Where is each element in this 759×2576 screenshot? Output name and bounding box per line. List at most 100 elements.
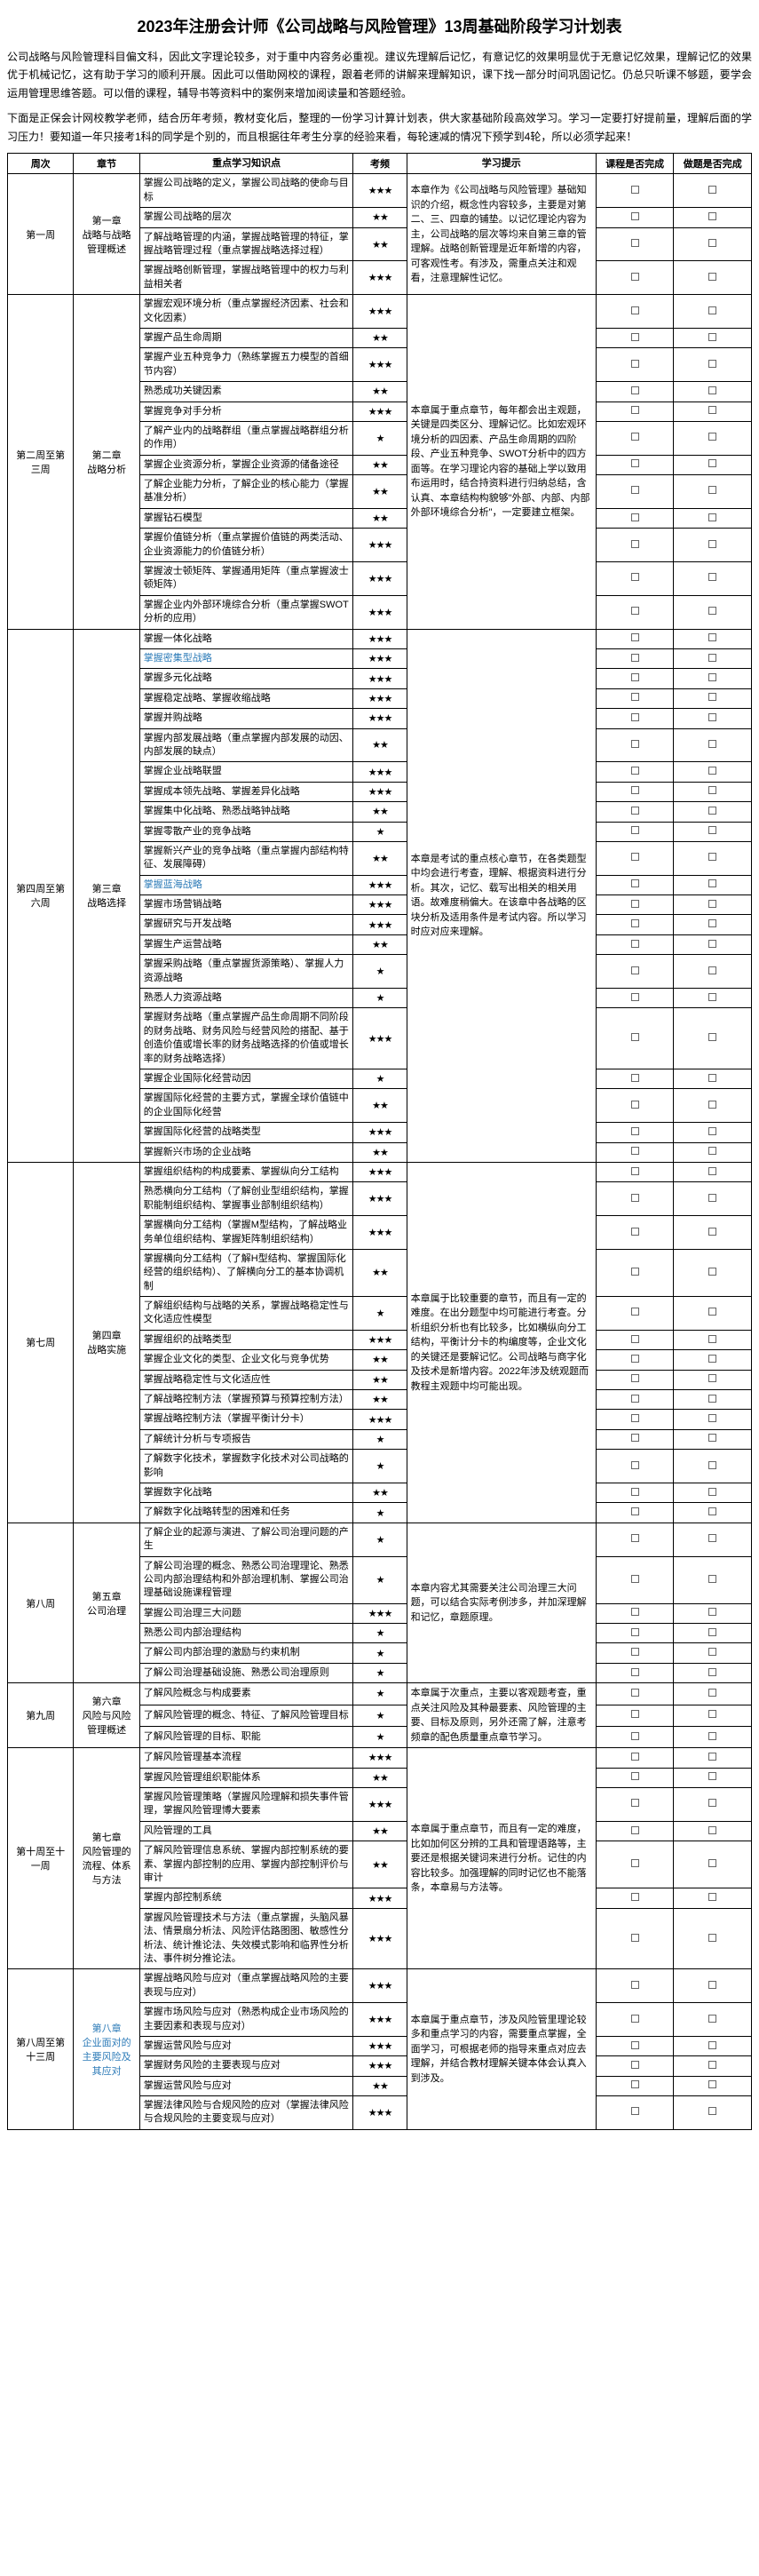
done1-cell[interactable] [596,649,674,669]
done2-cell[interactable] [674,1450,752,1483]
done1-cell[interactable] [596,1726,674,1747]
done1-cell[interactable] [596,728,674,762]
done2-cell[interactable] [674,2076,752,2095]
done2-cell[interactable] [674,1249,752,1296]
done1-cell[interactable] [596,2056,674,2076]
done2-cell[interactable] [674,1788,752,1822]
done1-cell[interactable] [596,934,674,954]
done2-cell[interactable] [674,1297,752,1331]
done2-cell[interactable] [674,669,752,688]
done1-cell[interactable] [596,1429,674,1449]
done2-cell[interactable] [674,1603,752,1623]
done2-cell[interactable] [674,782,752,801]
done1-cell[interactable] [596,1142,674,1162]
done1-cell[interactable] [596,2003,674,2037]
done2-cell[interactable] [674,328,752,347]
done1-cell[interactable] [596,1683,674,1705]
done1-cell[interactable] [596,802,674,822]
done2-cell[interactable] [674,1643,752,1663]
done1-cell[interactable] [596,1390,674,1410]
done2-cell[interactable] [674,382,752,402]
done1-cell[interactable] [596,1748,674,1768]
done1-cell[interactable] [596,669,674,688]
done1-cell[interactable] [596,1821,674,1841]
done1-cell[interactable] [596,1410,674,1429]
done2-cell[interactable] [674,1523,752,1556]
done1-cell[interactable] [596,822,674,841]
done1-cell[interactable] [596,208,674,227]
done1-cell[interactable] [596,562,674,596]
done2-cell[interactable] [674,1008,752,1069]
done1-cell[interactable] [596,1069,674,1088]
done2-cell[interactable] [674,688,752,708]
done2-cell[interactable] [674,989,752,1008]
done2-cell[interactable] [674,1503,752,1523]
done1-cell[interactable] [596,688,674,708]
done2-cell[interactable] [674,934,752,954]
done1-cell[interactable] [596,782,674,801]
done2-cell[interactable] [674,1888,752,1908]
done1-cell[interactable] [596,1297,674,1331]
done1-cell[interactable] [596,1908,674,1969]
done2-cell[interactable] [674,508,752,528]
done1-cell[interactable] [596,1624,674,1643]
done2-cell[interactable] [674,629,752,648]
done2-cell[interactable] [674,1216,752,1250]
done2-cell[interactable] [674,955,752,989]
done1-cell[interactable] [596,1969,674,2003]
done1-cell[interactable] [596,1123,674,1142]
done1-cell[interactable] [596,2036,674,2055]
done2-cell[interactable] [674,295,752,329]
done1-cell[interactable] [596,1483,674,1502]
done2-cell[interactable] [674,1123,752,1142]
done2-cell[interactable] [674,1969,752,2003]
done1-cell[interactable] [596,174,674,208]
done2-cell[interactable] [674,562,752,596]
done2-cell[interactable] [674,649,752,669]
done2-cell[interactable] [674,2003,752,2037]
done1-cell[interactable] [596,1216,674,1250]
done2-cell[interactable] [674,475,752,509]
done2-cell[interactable] [674,1624,752,1643]
done2-cell[interactable] [674,1142,752,1162]
done1-cell[interactable] [596,989,674,1008]
done1-cell[interactable] [596,1841,674,1888]
done2-cell[interactable] [674,1370,752,1389]
done2-cell[interactable] [674,895,752,915]
done2-cell[interactable] [674,762,752,782]
done2-cell[interactable] [674,915,752,934]
done2-cell[interactable] [674,1182,752,1216]
done1-cell[interactable] [596,709,674,728]
done1-cell[interactable] [596,421,674,455]
done2-cell[interactable] [674,841,752,875]
done1-cell[interactable] [596,875,674,894]
done1-cell[interactable] [596,1643,674,1663]
done2-cell[interactable] [674,728,752,762]
done2-cell[interactable] [674,2096,752,2130]
done2-cell[interactable] [674,822,752,841]
done2-cell[interactable] [674,421,752,455]
done2-cell[interactable] [674,529,752,562]
done2-cell[interactable] [674,1908,752,1969]
done2-cell[interactable] [674,1483,752,1502]
done1-cell[interactable] [596,227,674,261]
done2-cell[interactable] [674,2056,752,2076]
done2-cell[interactable] [674,1350,752,1370]
done1-cell[interactable] [596,295,674,329]
done2-cell[interactable] [674,1663,752,1682]
done2-cell[interactable] [674,1069,752,1088]
done1-cell[interactable] [596,955,674,989]
done2-cell[interactable] [674,1748,752,1768]
done2-cell[interactable] [674,402,752,421]
done1-cell[interactable] [596,261,674,295]
done2-cell[interactable] [674,1768,752,1787]
done1-cell[interactable] [596,1162,674,1181]
done2-cell[interactable] [674,802,752,822]
done1-cell[interactable] [596,1450,674,1483]
done2-cell[interactable] [674,261,752,295]
done1-cell[interactable] [596,762,674,782]
done1-cell[interactable] [596,1182,674,1216]
done2-cell[interactable] [674,1821,752,1841]
done1-cell[interactable] [596,2076,674,2095]
done1-cell[interactable] [596,455,674,474]
